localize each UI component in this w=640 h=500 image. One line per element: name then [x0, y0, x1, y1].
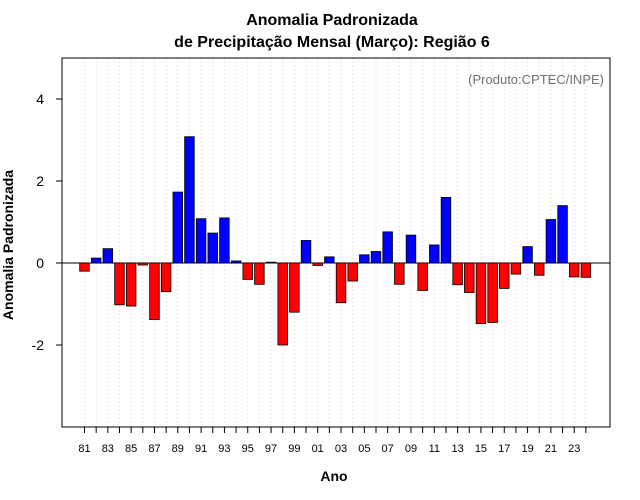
- bar-2018: [510, 262, 522, 275]
- bar-1991: [195, 218, 207, 264]
- bar-2008: [394, 262, 405, 285]
- y-tick-label: 4: [36, 91, 44, 107]
- bar-1997: [265, 261, 277, 264]
- bar-1983: [102, 248, 114, 264]
- x-tick-label: 03: [335, 443, 347, 455]
- bar-2016: [487, 262, 498, 323]
- bar-1992: [207, 232, 218, 264]
- bar-2006: [370, 251, 382, 264]
- x-tick-label: 19: [521, 443, 533, 455]
- chart-title-line-2: de Precipitação Mensal (Março): Região 6: [174, 34, 490, 51]
- x-axis-title: Ano: [320, 468, 347, 484]
- bar-2019: [522, 246, 533, 264]
- y-tick-label: 2: [36, 173, 44, 189]
- x-tick-label: 01: [312, 443, 324, 455]
- x-axis: 81 83 85 87 89 91 93 95 97 99 01 03 05 07 09 11 13 15 17 19…: [78, 427, 587, 455]
- x-tick-label: 91: [195, 443, 207, 455]
- x-tick-label: 99: [288, 443, 300, 455]
- bar-2013: [452, 262, 463, 286]
- x-tick-label: 81: [78, 443, 90, 455]
- bar-1996: [254, 262, 265, 285]
- bar-2024: [580, 262, 592, 278]
- bar-2004: [347, 262, 358, 282]
- bar-2011: [429, 244, 440, 264]
- x-tick-label: 89: [172, 443, 184, 455]
- bar-2017: [499, 262, 510, 289]
- bar-1984: [114, 262, 125, 306]
- bar-2020: [534, 262, 545, 276]
- credit-annotation: (Produto:CPTEC/INPE): [468, 72, 604, 87]
- x-tick-label: 11: [429, 443, 440, 455]
- bar-1987: [149, 262, 160, 320]
- x-tick-label: 95: [242, 443, 254, 455]
- bar-1986: [137, 262, 149, 266]
- bar-2022: [557, 205, 568, 264]
- y-tick-label: 0: [36, 255, 44, 271]
- y-axis: -2 0 2 4: [32, 91, 62, 353]
- plot-frame: [61, 57, 611, 428]
- x-tick-label: 87: [148, 443, 160, 455]
- bars-layer: [79, 136, 592, 346]
- x-tick-label: 97: [265, 443, 277, 455]
- x-tick-label: 13: [451, 443, 463, 455]
- bar-1998: [277, 262, 288, 346]
- bar-1989: [172, 191, 183, 264]
- bar-2000: [300, 240, 312, 264]
- bar-2023: [569, 262, 580, 278]
- bar-2009: [405, 234, 417, 264]
- bar-1995: [242, 262, 253, 280]
- bar-1999: [289, 262, 300, 313]
- chart-title-line-1: Anomalia Padronizada: [246, 12, 418, 29]
- x-tick-label: 23: [568, 443, 580, 455]
- x-tick-label: 09: [405, 443, 417, 455]
- bar-1982: [90, 257, 102, 264]
- bar-1990: [184, 136, 195, 264]
- bar-2021: [545, 219, 557, 264]
- bar-2002: [324, 256, 335, 264]
- x-tick-label: 17: [498, 443, 510, 455]
- bar-2012: [440, 196, 452, 264]
- x-tick-label: 15: [475, 443, 487, 455]
- bar-2015: [475, 262, 487, 325]
- x-tick-label: 21: [545, 443, 557, 455]
- bar-1981: [79, 262, 90, 272]
- x-tick-label: 07: [382, 443, 394, 455]
- x-tick-label: 83: [102, 443, 114, 455]
- x-tick-label: 85: [125, 443, 137, 455]
- x-tick-label: 05: [358, 443, 370, 455]
- bar-2003: [335, 262, 347, 304]
- bar-2010: [417, 262, 428, 291]
- grid-layer: [84, 58, 587, 427]
- bar-1985: [125, 262, 137, 307]
- bar-1988: [160, 262, 172, 293]
- x-tick-label: 93: [218, 443, 230, 455]
- bar-2014: [464, 262, 475, 293]
- bar-1994: [230, 260, 242, 264]
- bar-1993: [219, 217, 230, 264]
- y-axis-title: Anomalia Padronizada: [0, 170, 16, 320]
- bar-2007: [382, 231, 393, 264]
- y-tick-label: -2: [32, 337, 45, 353]
- bar-2001: [312, 262, 323, 266]
- bar-2005: [359, 254, 370, 264]
